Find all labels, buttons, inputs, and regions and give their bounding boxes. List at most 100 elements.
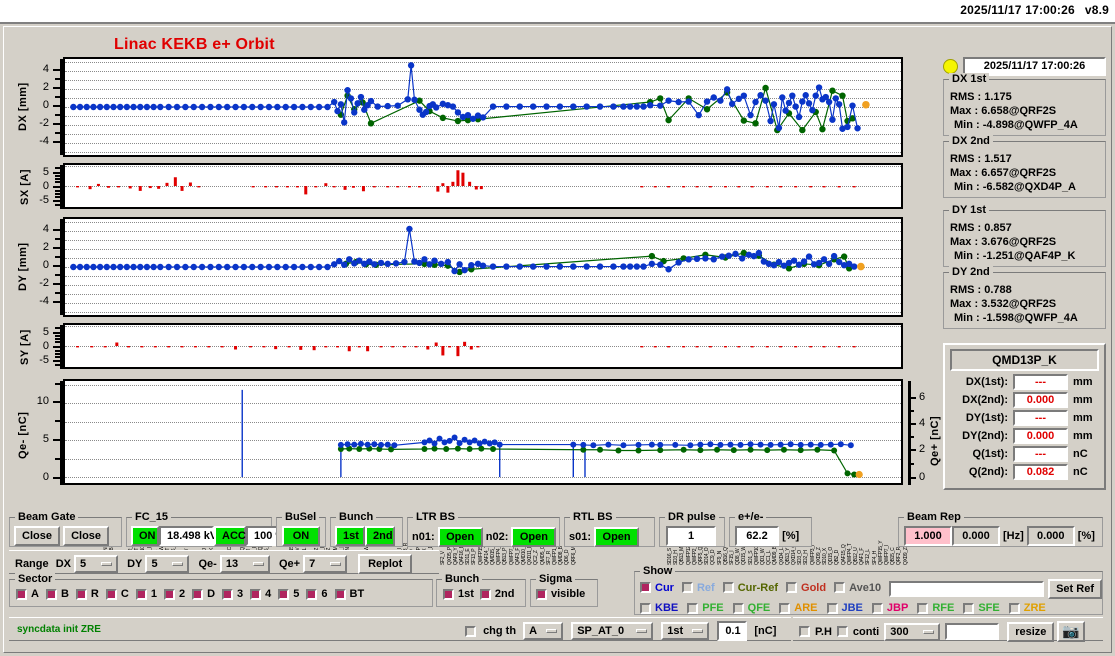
plot-sy-canvas[interactable] (63, 323, 903, 369)
sector-checkbox-b[interactable]: B (45, 588, 69, 600)
camera-icon[interactable]: 📷 (1057, 621, 1085, 642)
checkbox-indicator[interactable] (687, 602, 699, 614)
show-series-checkbox-are[interactable]: ARE (779, 602, 818, 614)
range-qem-select[interactable]: 13 (219, 555, 270, 573)
beam-gate-close-2[interactable]: Close (63, 526, 110, 546)
show-checkbox-cur[interactable]: Cur (640, 582, 674, 594)
checkbox-indicator[interactable] (75, 588, 87, 600)
checkbox-indicator[interactable] (443, 588, 454, 600)
bunch-legend: Bunch (336, 511, 377, 523)
chg-th-checkbox[interactable] (465, 625, 476, 637)
checkbox-indicator[interactable] (917, 602, 929, 614)
plot-stack: DX [mm] 4 2 0 -2 -4 (9, 55, 941, 565)
dr-pulse-field[interactable]: 1 (666, 526, 716, 546)
show-checkbox-cur-ref[interactable]: Cur-Ref (722, 582, 778, 594)
show-series-checkbox-qfe[interactable]: QFE (732, 602, 770, 614)
resize-button[interactable]: resize (1007, 621, 1055, 642)
checkbox-indicator[interactable] (306, 588, 318, 600)
bpm-detail-value: 0.000 (1013, 392, 1068, 408)
show-checkbox-ave10[interactable]: Ave10 (834, 582, 881, 594)
checkbox-indicator[interactable] (640, 582, 651, 594)
sigma-checkbox-visible[interactable]: visible (536, 588, 585, 600)
sector-checkbox-c[interactable]: C (105, 588, 129, 600)
sector-checkbox-6[interactable]: 6 (306, 588, 328, 600)
sector-checkbox-5[interactable]: 5 (278, 588, 299, 600)
chg-th-select[interactable]: A (523, 622, 564, 640)
beam-gate-close-1[interactable]: Close (14, 526, 60, 546)
sector-checkbox-d[interactable]: D (192, 588, 215, 600)
checkbox-indicator[interactable] (135, 588, 147, 600)
checkbox-indicator[interactable] (250, 588, 262, 600)
bunch-sel-select[interactable]: 1st (661, 622, 710, 640)
plot-dy-canvas[interactable] (63, 217, 903, 317)
ltr-n02-button[interactable]: Open (511, 527, 557, 547)
bunch-1st-button[interactable]: 1st (335, 526, 365, 546)
ltr-n01-button[interactable]: Open (437, 527, 483, 547)
checkbox-indicator[interactable] (722, 582, 734, 594)
threshold-input[interactable]: 0.1 (717, 621, 748, 641)
ph-checkbox[interactable] (799, 626, 810, 637)
gridline (65, 458, 901, 460)
checkbox-indicator[interactable] (826, 602, 838, 614)
sector-checkbox-2[interactable]: 2 (163, 588, 185, 600)
sp-at-select[interactable]: SP_AT_0 (571, 622, 654, 640)
checkbox-indicator[interactable] (192, 588, 204, 600)
checkbox-indicator[interactable] (732, 602, 744, 614)
checkbox-indicator[interactable] (479, 588, 491, 600)
show-series-checkbox-zre[interactable]: ZRE (1008, 602, 1046, 614)
show-checkbox-ref[interactable]: Ref (681, 582, 715, 594)
fc15-acc-button[interactable]: ACC (214, 526, 246, 546)
show-series-checkbox-rfe[interactable]: RFE (917, 602, 954, 614)
plot-dx-canvas[interactable] (63, 57, 903, 157)
checkbox-indicator[interactable] (45, 588, 57, 600)
show-series-checkbox-jbp[interactable]: JBP (871, 602, 908, 614)
checkbox-indicator[interactable] (16, 588, 27, 600)
epem-unit: [%] (782, 530, 800, 542)
rtl-s01-button[interactable]: Open (594, 527, 640, 547)
checkbox-indicator[interactable] (105, 588, 117, 600)
sector-checkbox-bt[interactable]: BT (334, 588, 364, 600)
set-ref-button[interactable]: Set Ref (1048, 579, 1102, 599)
checkbox-indicator[interactable] (834, 582, 846, 594)
show-series-checkbox-kbe[interactable]: KBE (640, 602, 678, 614)
plot-sx-canvas[interactable] (63, 163, 903, 209)
bunch-checkbox-2nd[interactable]: 2nd (479, 588, 514, 600)
sector-checkbox-3[interactable]: 3 (222, 588, 243, 600)
show-checkbox-gold[interactable]: Gold (786, 582, 826, 594)
checkbox-indicator[interactable] (640, 602, 651, 614)
checkbox-indicator[interactable] (222, 588, 234, 600)
checkbox-indicator[interactable] (681, 582, 693, 594)
show-series-checkbox-jbe[interactable]: JBE (826, 602, 863, 614)
checkbox-indicator[interactable] (786, 582, 798, 594)
sector-checkbox-a[interactable]: A (16, 588, 39, 600)
sector-checkbox-4[interactable]: 4 (250, 588, 271, 600)
checkbox-label: visible (551, 588, 586, 600)
count-select[interactable]: 300 (884, 622, 941, 641)
count-input[interactable] (945, 623, 1000, 640)
sector-checkbox-1[interactable]: 1 (135, 588, 157, 600)
checkbox-indicator[interactable] (963, 602, 975, 614)
plot-qe-canvas[interactable] (63, 379, 903, 485)
checkbox-indicator[interactable] (278, 588, 290, 600)
range-dx-select[interactable]: 5 (74, 555, 119, 573)
sector-checkbox-r[interactable]: R (75, 588, 99, 600)
busel-on-button[interactable]: ON (282, 526, 320, 546)
checkbox-indicator[interactable] (163, 588, 175, 600)
bpm-detail-unit: mm (1073, 376, 1093, 388)
sector-group: Sector A B R C 1 2 D 3 4 5 6 BT (9, 573, 433, 607)
ref-name-input[interactable] (889, 581, 1045, 597)
checkbox-indicator[interactable] (1008, 602, 1020, 614)
conti-checkbox[interactable] (836, 626, 848, 637)
bunch-2nd-button[interactable]: 2nd (365, 526, 395, 546)
checkbox-indicator[interactable] (871, 602, 883, 614)
show-series-checkbox-sfe[interactable]: SFE (963, 602, 1000, 614)
bunch-checkbox-1st[interactable]: 1st (443, 588, 474, 600)
range-dy-select[interactable]: 5 (145, 555, 190, 573)
checkbox-indicator[interactable] (334, 588, 346, 600)
show-series-checkbox-pfe[interactable]: PFE (687, 602, 724, 614)
fc15-on-button[interactable]: ON (131, 526, 159, 546)
checkbox-indicator[interactable] (779, 602, 791, 614)
replot-button[interactable]: Replot (358, 554, 413, 574)
checkbox-indicator[interactable] (536, 588, 547, 600)
range-qep-select[interactable]: 7 (303, 555, 348, 573)
